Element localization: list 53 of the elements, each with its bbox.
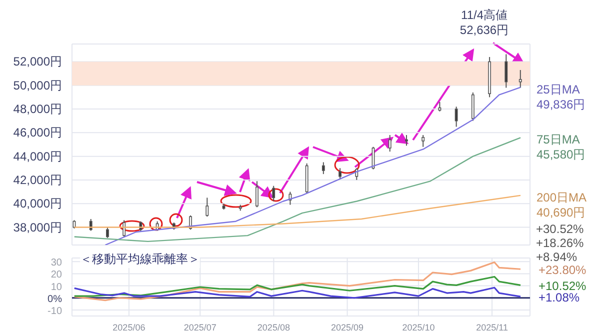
x-tick-label: 2025/10 bbox=[402, 322, 435, 332]
candlestick bbox=[518, 70, 522, 88]
y-tick-label: 30 bbox=[50, 258, 62, 269]
candlestick bbox=[438, 101, 442, 112]
line-series bbox=[104, 86, 522, 245]
series-label: 200日MA bbox=[536, 190, 587, 204]
data-label: +10.52% bbox=[538, 279, 587, 294]
candlestick bbox=[122, 220, 126, 238]
x-tick-label: 2025/09 bbox=[331, 322, 364, 332]
x-tick-label: 2025/07 bbox=[184, 322, 216, 332]
candlestick bbox=[256, 180, 258, 208]
candlestick bbox=[106, 226, 109, 238]
line-series bbox=[74, 194, 522, 228]
candlestick bbox=[272, 185, 276, 202]
y-tick-label: -10 bbox=[48, 306, 62, 317]
candlestick bbox=[422, 134, 425, 148]
y-tick-label: 20 bbox=[50, 270, 62, 281]
data-label: 40,690円 bbox=[536, 205, 586, 220]
x-tick-label: 2025/11 bbox=[476, 322, 508, 332]
line-series bbox=[74, 286, 522, 299]
y-tick-label: 42,000円 bbox=[13, 172, 62, 187]
y-tick-label: 10 bbox=[50, 282, 62, 293]
data-label: 49,836円 bbox=[536, 97, 586, 112]
candlestick bbox=[405, 134, 408, 146]
candlestick bbox=[504, 54, 508, 88]
candlestick bbox=[206, 197, 209, 218]
line-series bbox=[74, 137, 522, 242]
candlestick bbox=[338, 168, 342, 180]
candlestick bbox=[322, 162, 325, 175]
y-tick-label: 40,000円 bbox=[13, 196, 62, 211]
data-label: 45,580円 bbox=[536, 148, 586, 162]
chart-title: ＜移動平均線乖離率＞ bbox=[80, 251, 200, 268]
candlestick bbox=[388, 134, 392, 152]
series-label: 75日MA bbox=[536, 132, 580, 147]
line-series bbox=[74, 276, 522, 297]
text: +30.52% bbox=[536, 222, 584, 236]
x-tick-label: 2025/06 bbox=[112, 322, 146, 332]
text: +8.94% bbox=[536, 250, 578, 264]
y-tick-label: 38,000円 bbox=[13, 220, 62, 234]
y-tick-label: 44,000円 bbox=[13, 149, 62, 164]
data-label: +1.08% bbox=[538, 290, 580, 305]
y-tick-label: 52,000円 bbox=[13, 54, 62, 69]
y-tick-label: 0% bbox=[48, 294, 62, 305]
y-tick-label: 46,000円 bbox=[13, 126, 62, 140]
text: +18.26% bbox=[536, 236, 584, 250]
y-tick-label: 48,000円 bbox=[13, 102, 62, 116]
series-label: 25日MA bbox=[536, 82, 580, 96]
candlestick bbox=[471, 92, 474, 122]
candlestick bbox=[454, 106, 458, 128]
y-tick-label: 50,000円 bbox=[13, 78, 62, 92]
annotation: 11/4高値 52,636円 bbox=[460, 8, 509, 38]
x-tick-label: 2025/08 bbox=[257, 322, 290, 332]
data-label: +23.80% bbox=[538, 263, 587, 278]
